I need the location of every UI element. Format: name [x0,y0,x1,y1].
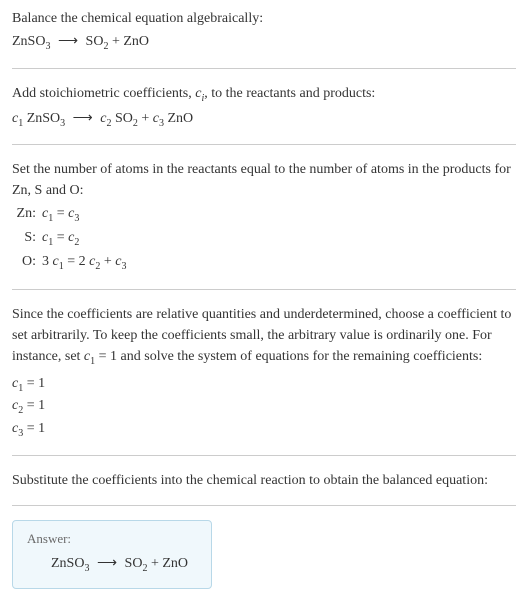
atoms-table: Zn: c1 = c3 S: c1 = c2 O: 3 c1 = 2 c2 + … [12,203,516,274]
atoms-row-s: S: c1 = c2 [12,227,516,251]
solve-title-b: = 1 and solve the system of equations fo… [95,349,482,364]
section-balance: Balance the chemical equation algebraica… [12,8,516,69]
arrow-icon: ⟶ [69,108,97,129]
eq-plus: + [108,34,123,49]
o-eq: 3 c1 = 2 c2 + c3 [42,251,516,275]
atoms-title: Set the number of atoms in the reactants… [12,159,516,201]
sp3: ZnO [164,111,193,126]
sp2: SO [111,111,132,126]
substitute-title: Substitute the coefficients into the che… [12,470,516,491]
arrow-icon: ⟶ [54,31,82,52]
zn-label: Zn: [12,203,42,227]
sp1-sub: 3 [60,117,65,128]
balance-equation: ZnSO3 ⟶ SO2 + ZnO [12,31,516,54]
balance-title: Balance the chemical equation algebraica… [12,8,516,29]
coef-row-1: c1 = 1 [12,373,516,396]
solve-title: Since the coefficients are relative quan… [12,304,516,369]
stoich-title: Add stoichiometric coefficients, ci, to … [12,83,516,106]
eq-lhs-sub: 3 [45,41,50,52]
ans-rhs1: SO [125,556,143,571]
stoich-title-b: , to the reactants and products: [204,86,375,101]
s-label: S: [12,227,42,251]
answer-box: Answer: ZnSO3 ⟶ SO2 + ZnO [12,520,212,589]
answer-label: Answer: [27,531,197,547]
answer-equation: ZnSO3 ⟶ SO2 + ZnO [27,555,197,574]
section-stoichiometric: Add stoichiometric coefficients, ci, to … [12,83,516,146]
ans-lhs: ZnSO [51,556,84,571]
stoich-equation: c1 ZnSO3 ⟶ c2 SO2 + c3 ZnO [12,108,516,131]
section-substitute: Substitute the coefficients into the che… [12,470,516,506]
eq-rhs1: SO [86,34,104,49]
arrow-icon: ⟶ [93,555,121,572]
plus: + [138,111,153,126]
section-atoms: Set the number of atoms in the reactants… [12,159,516,289]
eq-lhs: ZnSO [12,34,45,49]
section-solve: Since the coefficients are relative quan… [12,304,516,456]
eq-rhs2: ZnO [123,34,149,49]
atoms-row-zn: Zn: c1 = c3 [12,203,516,227]
ans-rhs2: ZnO [162,556,188,571]
coef-list: c1 = 1 c2 = 1 c3 = 1 [12,373,516,441]
s-eq: c1 = c2 [42,227,516,251]
coef-row-2: c2 = 1 [12,395,516,418]
stoich-title-a: Add stoichiometric coefficients, [12,86,195,101]
zn-eq: c1 = c3 [42,203,516,227]
sp1: ZnSO [23,111,60,126]
o-label: O: [12,251,42,275]
atoms-row-o: O: 3 c1 = 2 c2 + c3 [12,251,516,275]
ans-lhs-sub: 3 [84,563,89,574]
coef-row-3: c3 = 1 [12,418,516,441]
ans-plus: + [147,556,162,571]
